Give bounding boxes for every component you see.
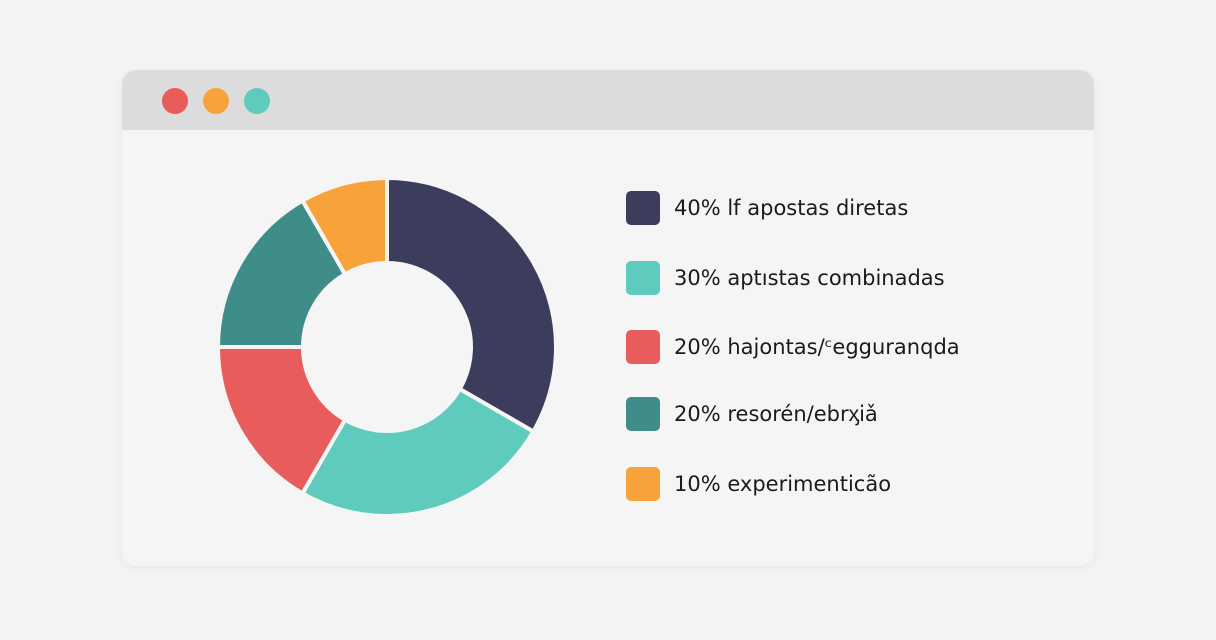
app-window: 40% lf apostas diretas 30% aptıstas comb…: [122, 70, 1094, 566]
legend-label: 30% aptıstas combinadas: [674, 266, 945, 290]
donut-slice-1: [300, 387, 536, 518]
legend-label: 20% hajontas/ᶜegguranqda: [674, 335, 960, 359]
legend-label: 20% resorén/ebrᶍiǎ: [674, 402, 878, 426]
maximize-button[interactable]: [244, 88, 270, 114]
legend-swatch: [626, 261, 660, 295]
legend-swatch: [626, 330, 660, 364]
legend-item: 40% lf apostas diretas: [626, 191, 1066, 225]
donut-chart: [216, 176, 558, 518]
legend-swatch: [626, 467, 660, 501]
donut-slice-4: [300, 176, 389, 277]
legend-swatch: [626, 397, 660, 431]
legend-swatch: [626, 191, 660, 225]
legend-label: 10% experimenticão: [674, 472, 892, 496]
title-bar: [122, 70, 1094, 130]
legend-item: 20% resorén/ebrᶍiǎ: [626, 397, 1066, 431]
donut-slice-3: [216, 198, 347, 349]
minimize-button[interactable]: [203, 88, 229, 114]
donut-slice-0: [385, 176, 558, 434]
close-button[interactable]: [162, 88, 188, 114]
legend-item: 20% hajontas/ᶜegguranqda: [626, 330, 1066, 364]
legend-item: 10% experimenticão: [626, 467, 1066, 501]
donut-slice-2: [216, 345, 347, 496]
legend-label: 40% lf apostas diretas: [674, 196, 909, 220]
legend-item: 30% aptıstas combinadas: [626, 261, 1066, 295]
